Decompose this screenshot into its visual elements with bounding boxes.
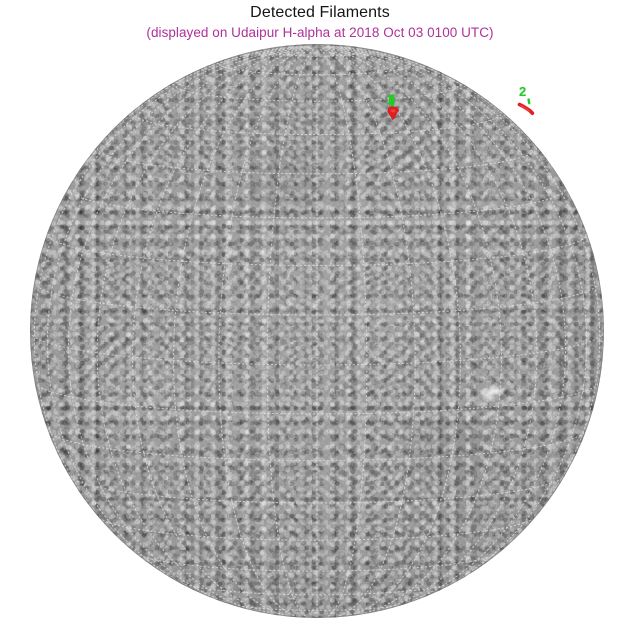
filament-2-label: 2 xyxy=(519,84,527,99)
filament-1-label: 1 xyxy=(386,92,394,107)
disk-limb-edge xyxy=(30,44,604,618)
solar-disk xyxy=(30,44,604,618)
